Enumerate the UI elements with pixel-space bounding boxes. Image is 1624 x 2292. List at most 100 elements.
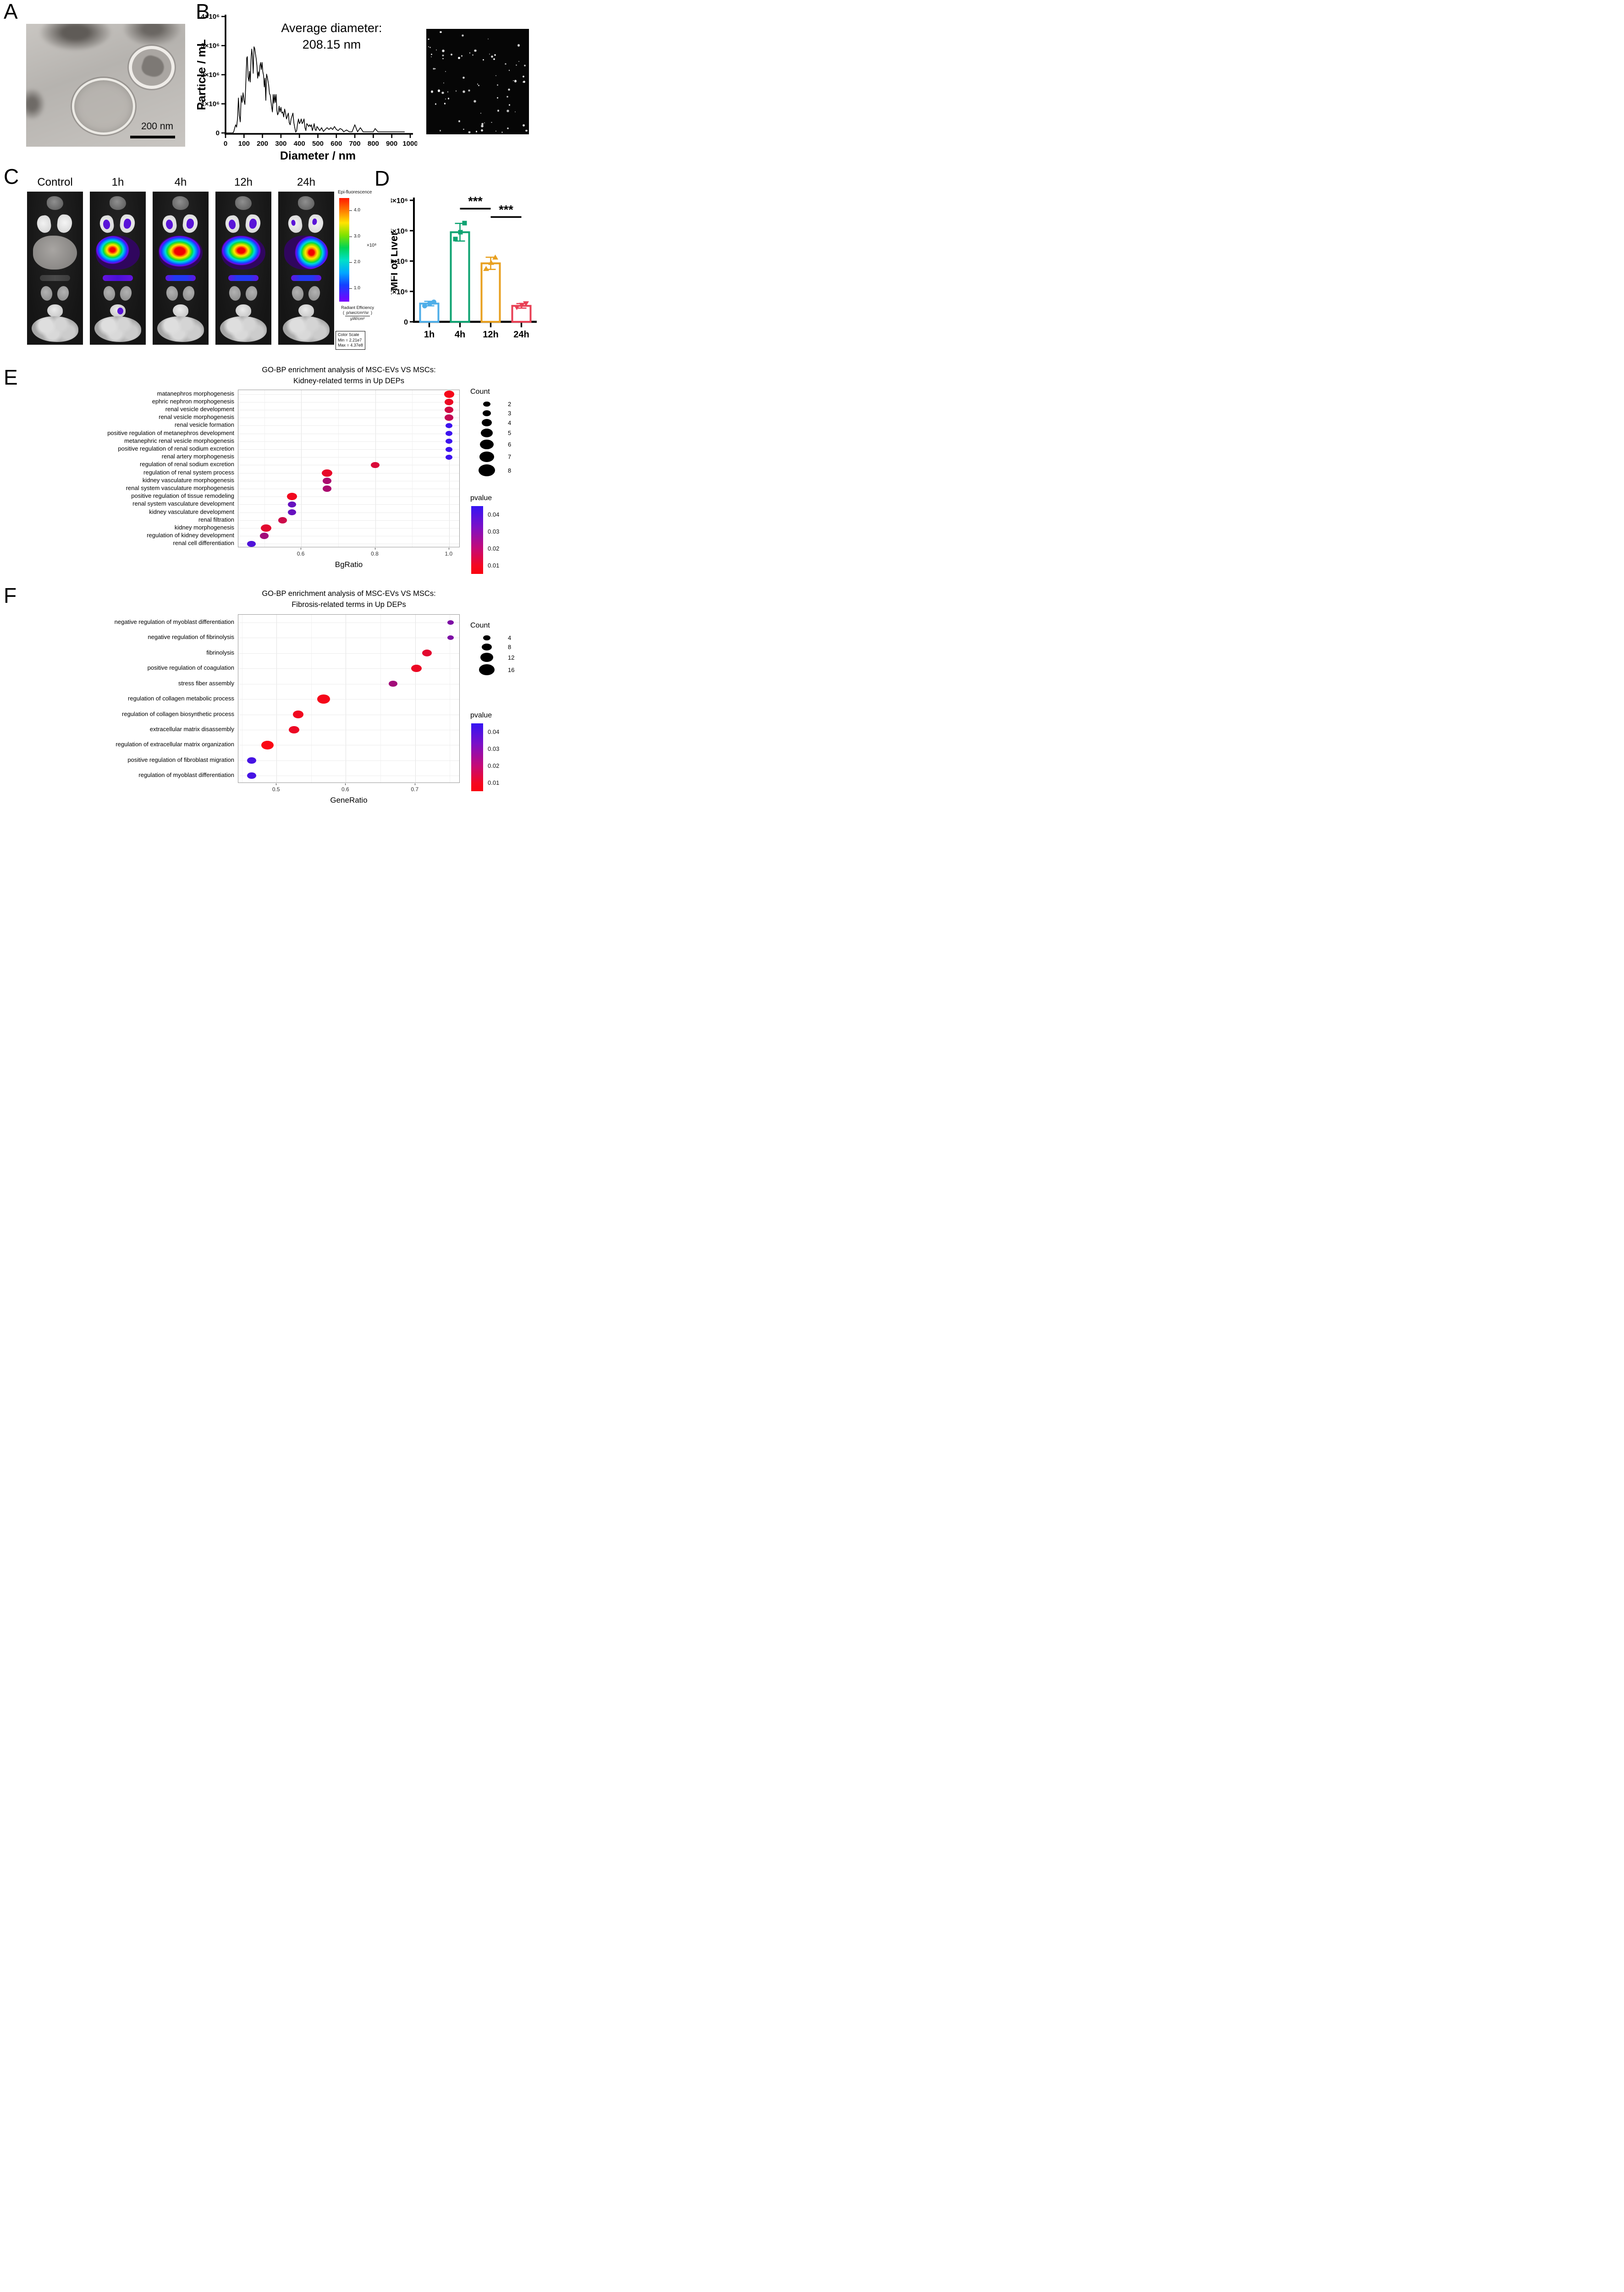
scattering-particle — [478, 84, 479, 86]
liver-fluorescence-heatmap — [284, 236, 328, 270]
color-scale-min: Min = 2.21e7 — [338, 337, 362, 342]
lung-left — [99, 215, 115, 234]
row-gridline — [238, 512, 459, 513]
pvalue-tick-label: 0.01 — [488, 562, 500, 569]
scattering-particle — [428, 46, 429, 47]
data-point-square — [462, 220, 467, 226]
vesicle-small — [129, 46, 175, 89]
enrichment-dot — [260, 533, 269, 539]
liver-fluorescence-heatmap — [159, 236, 203, 270]
colorbar-exponent: ×10⁸ — [367, 243, 377, 248]
pvalue-tick-label: 0.02 — [488, 762, 500, 769]
scattering-particle — [497, 110, 499, 112]
scattering-particle — [514, 111, 516, 113]
average-diameter-label: Average diameter: — [281, 21, 382, 35]
panel-c-label: C — [4, 165, 19, 188]
liver-fluorescence-heatmap — [96, 236, 140, 270]
scattering-particle — [451, 54, 452, 55]
nta-size-distribution-chart: 0 100 200 300 400 500 600 700 800 900 1000 0 1×10⁶ 2×… — [197, 13, 417, 162]
count-legend-item: 7 — [470, 451, 525, 462]
go-term-label: stress fiber assembly — [178, 679, 234, 687]
go-term-label: negative regulation of myoblast differen… — [114, 618, 234, 625]
count-legend-dot — [482, 410, 491, 417]
lung-right — [56, 214, 73, 234]
kidney-dotplot-title-line1: GO-BP enrichment analysis of MSC-EVs VS … — [262, 366, 436, 374]
go-term-label: renal cell differentiation — [173, 540, 234, 547]
enrichment-dot — [371, 462, 380, 468]
data-point-triangle-up — [492, 254, 498, 260]
F-plot-panel — [238, 614, 460, 783]
scattering-particle — [445, 71, 446, 72]
data-point-circle — [431, 299, 436, 305]
enrichment-dot — [446, 439, 453, 444]
fibrosis-dotplot-title-line2: Fibrosis-related terms in Up DEPs — [292, 601, 406, 609]
timepoint-label: 4h — [174, 176, 187, 188]
spleen — [228, 275, 259, 281]
units-numerator: p/sec/cm²/sr — [345, 310, 370, 316]
kidney-right — [244, 285, 259, 302]
scattering-particle — [458, 120, 461, 122]
y-axis-title: MFI of Liver — [391, 231, 400, 291]
lung-fluorescence-patch — [228, 219, 237, 230]
bar-4h — [450, 231, 470, 323]
scattering-particle — [440, 31, 442, 33]
scattering-particle — [468, 131, 471, 134]
data-point-square — [453, 237, 458, 242]
scattering-particle — [469, 52, 470, 54]
y-tick-label: 4×10⁶ — [391, 258, 408, 266]
count-legend-value: 8 — [507, 644, 512, 651]
kidney-right — [119, 285, 133, 302]
data-point-triangle-down — [514, 305, 520, 310]
kidney-dotplot-xlabel: BgRatio — [335, 560, 363, 569]
units-denominator: µW/cm² — [350, 316, 365, 321]
scattering-particle — [514, 79, 517, 83]
colorbar-tick-label: 4.0 — [354, 208, 360, 213]
pvalue-tick-label: 0.03 — [488, 528, 500, 535]
minor-gridline — [412, 390, 413, 547]
nta-video-frame — [426, 29, 529, 134]
enrichment-dot — [288, 726, 299, 734]
pvalue-tick-label: 0.02 — [488, 545, 500, 552]
y-tick-label: 8×10⁶ — [391, 197, 408, 205]
go-term-label: positive regulation of renal sodium excr… — [118, 445, 234, 452]
go-term-label: renal system vasculature morphogenesis — [126, 485, 234, 491]
enrichment-dot — [445, 407, 454, 413]
go-term-label: renal vesicle morphogenesis — [159, 413, 234, 421]
scattering-particle — [463, 128, 464, 130]
go-term-label: renal vesicle development — [165, 406, 234, 413]
liver-mfi-bar-chart: 0 2×10⁶ 4×10⁶ 6×10⁶ 8×10⁶ 1h 4h 12h 24h *** *** MFI… — [391, 194, 537, 340]
enrichment-dot — [447, 635, 454, 640]
scattering-particle — [517, 44, 520, 47]
x-tick-label: 1.0 — [445, 551, 453, 557]
count-legend-dot — [481, 429, 493, 437]
x-tick-label: 0.5 — [272, 786, 280, 793]
row-gridline — [238, 449, 459, 450]
row-gridline — [238, 496, 459, 497]
organ-panel-12h — [215, 192, 271, 345]
scattering-particle — [435, 49, 437, 51]
count-legend-dot — [483, 402, 490, 407]
scattering-particle — [496, 84, 499, 86]
vesicle-large — [72, 78, 135, 135]
enrichment-dot — [323, 478, 332, 484]
brain — [298, 196, 314, 210]
y-tick-label: 1×10⁶ — [201, 100, 220, 108]
go-term-label: regulation of extracellular matrix organ… — [116, 741, 234, 748]
scattering-particle — [496, 97, 499, 99]
x-tick-label: 900 — [386, 140, 397, 148]
y-tick-label: 0 — [404, 319, 408, 326]
scattering-particle — [506, 95, 509, 98]
lung-right — [307, 214, 325, 234]
enrichment-dot — [322, 469, 332, 477]
enrichment-dot — [445, 414, 454, 421]
x-tick-label: 300 — [275, 140, 286, 148]
scattering-particle — [480, 124, 484, 127]
colorbar-tick — [349, 210, 352, 211]
color-scale-max: Max = 4.37e8 — [338, 343, 363, 348]
lung-fluorescence-patch — [102, 219, 111, 230]
organ-panel-control — [27, 192, 83, 345]
x-category-label: 24h — [513, 330, 529, 340]
go-term-label: regulation of kidney development — [147, 532, 234, 539]
lung-fluorescence-patch — [248, 218, 258, 229]
x-tick-label: 0.7 — [411, 786, 419, 793]
